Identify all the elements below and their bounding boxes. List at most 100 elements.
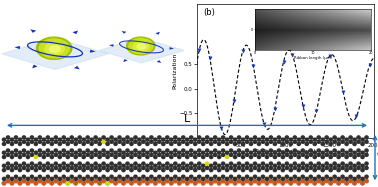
Polygon shape: [99, 38, 184, 63]
FancyArrow shape: [150, 57, 161, 63]
Circle shape: [30, 140, 34, 143]
Circle shape: [138, 169, 141, 172]
Circle shape: [313, 177, 316, 180]
Y-axis label: Polarization: Polarization: [173, 53, 178, 89]
Circle shape: [345, 169, 348, 172]
Circle shape: [237, 136, 241, 139]
Circle shape: [162, 142, 165, 145]
Circle shape: [261, 153, 265, 156]
Circle shape: [257, 182, 260, 185]
Circle shape: [62, 153, 65, 156]
Circle shape: [126, 140, 129, 143]
Circle shape: [361, 156, 364, 159]
Circle shape: [253, 166, 257, 169]
Circle shape: [30, 175, 34, 178]
Circle shape: [209, 156, 213, 159]
Circle shape: [201, 156, 205, 159]
Circle shape: [253, 175, 257, 178]
Circle shape: [186, 138, 189, 141]
FancyArrow shape: [82, 50, 96, 53]
Circle shape: [182, 162, 185, 165]
Ellipse shape: [127, 37, 155, 55]
Circle shape: [229, 136, 233, 139]
Circle shape: [329, 156, 332, 159]
Circle shape: [54, 136, 57, 139]
Circle shape: [106, 164, 109, 167]
Circle shape: [94, 175, 97, 178]
Circle shape: [114, 164, 117, 167]
Circle shape: [150, 153, 153, 156]
Circle shape: [10, 182, 14, 185]
Circle shape: [337, 156, 340, 159]
Circle shape: [237, 175, 241, 178]
Circle shape: [54, 162, 57, 165]
Circle shape: [38, 175, 42, 178]
Circle shape: [261, 175, 265, 178]
FancyArrow shape: [122, 31, 133, 37]
Circle shape: [186, 169, 189, 172]
Circle shape: [249, 151, 253, 154]
Point: [313, 109, 319, 112]
FancyArrow shape: [32, 60, 43, 68]
Circle shape: [70, 153, 73, 156]
Circle shape: [106, 182, 109, 185]
Circle shape: [142, 136, 145, 139]
Circle shape: [82, 156, 85, 159]
FancyArrow shape: [30, 29, 45, 37]
Circle shape: [309, 166, 312, 169]
Circle shape: [337, 169, 340, 172]
Circle shape: [130, 151, 133, 154]
Circle shape: [234, 151, 237, 154]
Circle shape: [305, 169, 308, 172]
Circle shape: [14, 153, 17, 156]
Circle shape: [70, 166, 73, 169]
FancyArrow shape: [66, 62, 80, 69]
Circle shape: [269, 162, 273, 165]
Circle shape: [130, 138, 133, 141]
Circle shape: [158, 175, 161, 178]
Circle shape: [198, 180, 201, 183]
Circle shape: [154, 151, 157, 154]
Circle shape: [162, 156, 165, 159]
Circle shape: [158, 149, 161, 152]
Circle shape: [217, 177, 221, 180]
Circle shape: [198, 166, 201, 169]
Circle shape: [146, 151, 149, 154]
Circle shape: [142, 140, 145, 143]
Circle shape: [2, 164, 6, 167]
Circle shape: [166, 140, 169, 143]
Circle shape: [242, 138, 245, 141]
Circle shape: [19, 138, 22, 141]
Circle shape: [337, 177, 340, 180]
Circle shape: [154, 138, 157, 141]
Circle shape: [301, 153, 304, 156]
Point: [272, 108, 278, 111]
Circle shape: [209, 142, 213, 145]
Circle shape: [289, 151, 293, 154]
Circle shape: [281, 182, 285, 185]
Circle shape: [114, 138, 117, 141]
Circle shape: [98, 164, 101, 167]
Circle shape: [150, 136, 153, 139]
Circle shape: [186, 177, 189, 180]
Circle shape: [309, 153, 312, 156]
Circle shape: [309, 162, 312, 165]
Circle shape: [257, 142, 260, 145]
Circle shape: [234, 169, 237, 172]
Circle shape: [130, 182, 133, 185]
Circle shape: [70, 175, 73, 178]
Circle shape: [297, 182, 301, 185]
Circle shape: [6, 136, 9, 139]
Circle shape: [10, 164, 14, 167]
Circle shape: [229, 180, 233, 183]
Circle shape: [70, 180, 73, 183]
Circle shape: [10, 138, 14, 141]
Circle shape: [269, 180, 273, 183]
Circle shape: [301, 166, 304, 169]
Circle shape: [190, 153, 193, 156]
Circle shape: [138, 156, 141, 159]
Circle shape: [222, 175, 225, 178]
Circle shape: [269, 136, 273, 139]
Circle shape: [222, 166, 225, 169]
Circle shape: [10, 151, 14, 154]
